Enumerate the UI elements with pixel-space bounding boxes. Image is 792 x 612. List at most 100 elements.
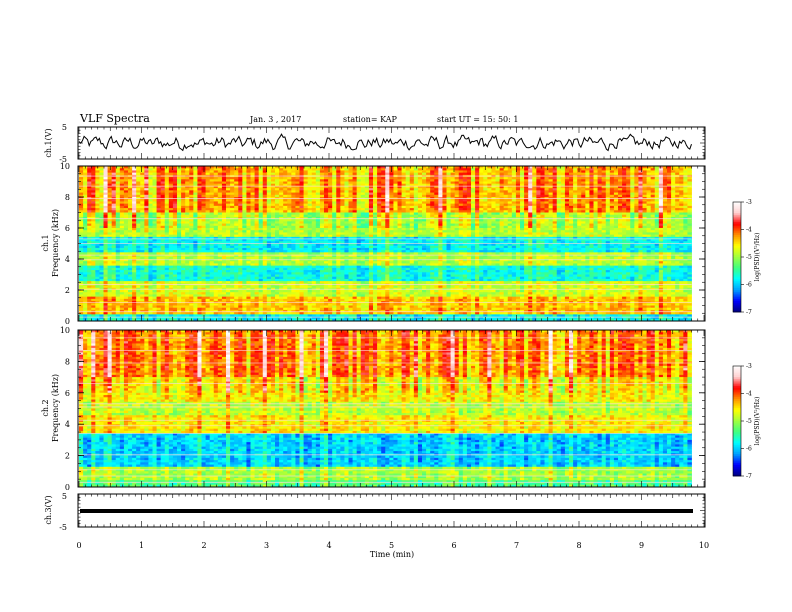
spectrogram-cell [307,179,313,182]
spectrogram-cell [573,232,578,236]
spectrogram-cell [462,208,468,211]
spectrogram-cell [564,208,570,211]
spectrogram-cell [613,203,619,207]
spectrogram-cell [487,166,492,169]
spectrogram-cell [373,190,378,193]
spectrogram-cell [479,185,484,189]
spectrogram-cell [650,177,656,180]
spectrogram-cell [609,181,615,185]
spectrogram-cell [593,228,598,231]
spectrogram-cell [642,223,647,227]
spectrogram-cell [540,223,545,227]
spectrogram-cell [389,234,394,238]
spectrogram-cell [177,183,182,187]
spectrogram-cell [585,219,590,222]
spectrogram-cell [111,232,117,236]
spectrogram-cell [638,168,643,171]
spectrogram-cell [275,216,280,220]
spectrogram-cell [299,179,304,182]
spectrogram-cell [679,223,684,227]
spectrogram-cell [234,177,239,180]
spectrogram-cell [601,181,607,185]
spectrogram-cell [605,210,611,213]
spectrogram-cell [466,190,472,193]
spectrogram-cell [87,228,92,231]
spectrogram-cell [336,225,341,229]
spectrogram-cell [650,190,656,193]
spectrogram-cell [381,212,386,216]
spectrogram-cell [132,201,137,205]
spectrogram-cell [524,221,529,224]
spectrogram-cell [585,212,590,216]
spectrogram-cell [311,168,317,171]
spectrogram-cell [185,192,190,196]
spectrogram-cell [626,192,631,196]
spectrogram-cell [287,232,292,236]
spectrogram-cell [471,166,476,169]
spectrogram-cell [630,210,635,213]
spectrogram-cell [638,166,643,169]
spectrogram-cell [373,205,378,209]
spectrogram-cell [524,179,529,182]
spectrogram-cell [605,188,611,191]
spectrogram-cell [520,221,525,224]
spectrogram-cell [123,205,129,209]
spectrogram-cell [148,172,153,176]
spectrogram-cell [605,190,611,193]
spectrogram-cell [536,190,541,193]
spectrogram-cell [119,181,125,185]
spectrogram-cell [532,190,537,193]
spectrogram-cell [307,170,313,174]
spectrogram-cell [548,205,554,209]
spectrogram-cell [303,188,309,191]
spectrogram-cell [650,205,656,209]
spectrogram-cell [683,183,688,187]
spectrogram-cell [213,203,219,207]
spectrogram-cell [528,201,533,205]
spectrogram-cell [319,166,325,169]
spectrogram-cell [136,228,141,231]
spectrogram-cell [634,205,639,209]
spectrogram-cell [181,208,186,211]
spectrogram-cell [630,203,635,207]
spectrogram-cell [115,192,121,196]
spectrogram-cell [389,208,394,211]
spectrogram-cell [605,185,611,189]
spectrogram-cell [160,201,166,205]
spectrogram-cell [295,194,300,198]
spectrogram-cell [593,208,598,211]
spectrogram-cell [536,232,541,236]
spectrogram-cell [401,205,407,209]
spectrogram-cell [679,203,684,207]
spectrogram-cell [491,214,496,218]
spectrogram-cell [242,216,247,220]
spectrogram-cell [205,216,211,220]
spectrogram-cell [581,170,586,174]
spectrogram-cell [344,183,349,187]
spectrogram-cell [299,199,304,202]
spectrogram-cell [450,172,456,176]
spectrogram-cell [373,225,378,229]
spectrogram-cell [299,232,304,236]
spectrogram-cell [168,185,174,189]
spectrogram-cell [189,234,194,238]
spectrogram-cell [405,183,411,187]
spectrogram-cell [99,194,104,198]
spectrogram-cell [622,203,627,207]
spectrogram-cell [654,212,660,216]
spectrogram-cell [540,192,545,196]
spectrogram-cell [344,168,349,171]
spectrogram-cell [83,210,88,213]
spectrogram-cell [160,225,166,229]
spectrogram-cell [299,223,304,227]
spectrogram-cell [87,223,92,227]
spectrogram-cell [328,168,333,171]
spectrogram-cell [217,216,223,220]
spectrogram-cell [671,208,676,211]
spectrogram-cell [434,201,439,205]
spectrogram-cell [152,179,157,182]
spectrogram-cell [311,234,317,238]
spectrogram-cell [658,219,664,222]
spectrogram-cell [646,201,652,205]
spectrogram-cell [471,177,476,180]
